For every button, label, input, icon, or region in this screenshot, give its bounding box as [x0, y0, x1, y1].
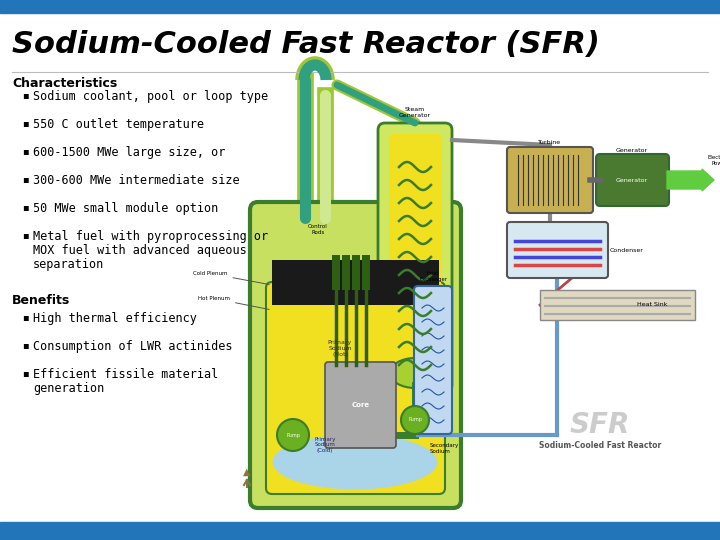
Text: ▪: ▪ — [22, 230, 29, 240]
FancyBboxPatch shape — [378, 123, 452, 392]
Text: Heat Sink: Heat Sink — [637, 302, 667, 307]
Text: Steam
Generator: Steam Generator — [399, 107, 431, 118]
Text: 600-1500 MWe large size, or: 600-1500 MWe large size, or — [33, 146, 225, 159]
Text: MOX fuel with advanced aqueous: MOX fuel with advanced aqueous — [33, 244, 247, 257]
Text: Heat
Exchanger: Heat Exchanger — [419, 271, 447, 282]
Bar — [352, 255, 360, 290]
Text: ▪: ▪ — [22, 202, 29, 212]
FancyBboxPatch shape — [507, 222, 608, 278]
Text: Characteristics: Characteristics — [12, 77, 117, 90]
Text: http://www.gen-4.org/Technology/systems/index.htm: http://www.gen-4.org/Technology/systems/… — [487, 526, 710, 536]
Text: Efficient fissile material: Efficient fissile material — [33, 368, 218, 381]
Text: generation: generation — [33, 382, 104, 395]
FancyBboxPatch shape — [507, 147, 593, 213]
Text: 300-600 MWe intermediate size: 300-600 MWe intermediate size — [33, 174, 240, 187]
FancyBboxPatch shape — [266, 282, 445, 494]
Text: Cold Plenum: Cold Plenum — [193, 271, 269, 285]
Text: ▪: ▪ — [22, 312, 29, 322]
FancyArrow shape — [667, 169, 714, 191]
Text: 50 MWe small module option: 50 MWe small module option — [33, 202, 218, 215]
FancyBboxPatch shape — [250, 202, 461, 508]
Text: High thermal efficiency: High thermal efficiency — [33, 312, 197, 325]
Text: Primary
Sodium
(Hot): Primary Sodium (Hot) — [328, 340, 352, 356]
Text: Control
Rods: Control Rods — [308, 224, 328, 235]
Bar — [540, 290, 695, 320]
Text: Pump: Pump — [408, 417, 422, 422]
Text: Hot Plenum: Hot Plenum — [198, 296, 269, 309]
Bar — [272, 260, 439, 305]
Text: Sodium coolant, pool or loop type: Sodium coolant, pool or loop type — [33, 90, 268, 103]
Bar — [0, 0, 720, 13]
Text: ▪: ▪ — [22, 340, 29, 350]
Text: ▪: ▪ — [22, 174, 29, 184]
Text: Benefits: Benefits — [12, 294, 71, 307]
Text: Metal fuel with pyroprocessing or: Metal fuel with pyroprocessing or — [33, 230, 268, 243]
Text: ▪: ▪ — [22, 118, 29, 128]
Text: ▪: ▪ — [22, 146, 29, 156]
FancyBboxPatch shape — [596, 154, 669, 206]
Bar — [332, 255, 340, 290]
Text: Secondary
Sodium: Secondary Sodium — [430, 443, 459, 454]
Bar — [342, 255, 350, 290]
Text: Generator: Generator — [616, 178, 648, 183]
Text: ▪: ▪ — [22, 90, 29, 100]
Text: Condenser: Condenser — [610, 247, 644, 253]
Text: 550 C outlet temperature: 550 C outlet temperature — [33, 118, 204, 131]
Text: Core: Core — [352, 402, 370, 408]
Text: Consumption of LWR actinides: Consumption of LWR actinides — [33, 340, 233, 353]
FancyBboxPatch shape — [414, 286, 452, 434]
Text: SFR: SFR — [570, 411, 630, 439]
Circle shape — [277, 419, 309, 451]
Text: ▪: ▪ — [22, 368, 29, 378]
Text: Sodium-Cooled Fast Reactor: Sodium-Cooled Fast Reactor — [539, 441, 661, 449]
Bar — [362, 255, 370, 290]
Circle shape — [401, 406, 429, 434]
FancyBboxPatch shape — [325, 362, 396, 448]
Text: ▲: ▲ — [243, 467, 251, 477]
Text: Turbine: Turbine — [539, 140, 562, 145]
Ellipse shape — [390, 358, 440, 388]
Text: Primary
Sodium
(Cold): Primary Sodium (Cold) — [315, 437, 336, 453]
Text: Pump: Pump — [286, 433, 300, 437]
Text: Generator: Generator — [616, 148, 648, 153]
Bar — [0, 522, 720, 540]
Text: Electrical
Power: Electrical Power — [708, 155, 720, 166]
Text: separation: separation — [33, 258, 104, 271]
Text: Sodium-Cooled Fast Reactor (SFR): Sodium-Cooled Fast Reactor (SFR) — [12, 30, 600, 59]
Ellipse shape — [272, 435, 438, 489]
FancyBboxPatch shape — [389, 134, 441, 381]
